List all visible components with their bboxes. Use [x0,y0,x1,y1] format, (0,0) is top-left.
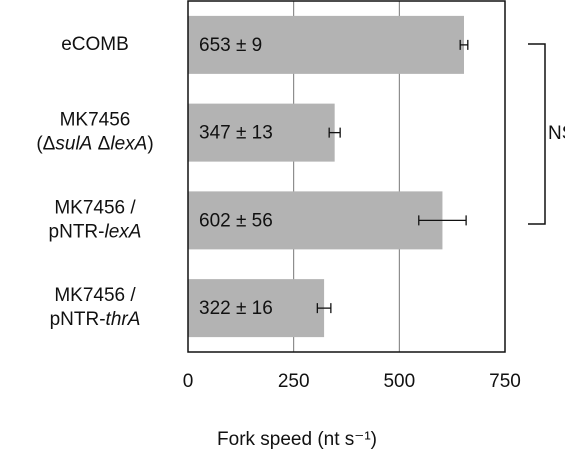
error-bar [316,303,332,314]
y-tick-label: MK7456 / pNTR-thrA [50,285,141,330]
category-label-part: MK7456 [60,110,131,131]
category-label-part: MK7456 / [54,285,136,306]
bar [188,279,325,338]
x-tick-label: 750 [489,371,521,392]
ns-bracket [528,43,546,225]
x-tick-label: 0 [183,371,194,392]
bar [188,103,335,162]
category-label-part: pNTR- [49,221,105,242]
category-label-part: lexA [110,134,147,155]
value-label: 347 ± 13 [199,123,273,144]
plot-frame [187,0,506,353]
error-bar [328,127,341,138]
y-tick-label: MK7456 / pNTR-lexA [49,197,142,242]
x-axis-label: Fork speed (nt s⁻¹) [217,429,377,450]
error-bar [418,215,467,226]
x-tick-label: 250 [278,371,310,392]
value-label: 322 ± 16 [199,298,273,319]
bar [188,191,443,250]
category-label-part: thrA [106,309,141,330]
category-label-part: ) [147,134,153,155]
value-label: 653 ± 9 [199,35,262,56]
value-label: 602 ± 56 [199,210,273,231]
bar [188,15,465,74]
category-label-part: MK7456 / [54,197,136,218]
category-label-part: sulA [55,134,92,155]
category-label-part: (Δ [36,134,55,155]
category-label-part: pNTR- [50,309,106,330]
y-tick-label: MK7456 (ΔsulA ΔlexA) [36,110,153,155]
category-label-part: eCOMB [61,34,129,55]
annotation: NS [548,123,565,144]
error-bar [459,39,469,50]
x-tick-label: 500 [383,371,415,392]
y-tick-label: eCOMB [61,34,129,55]
category-label-part: Δ [92,134,110,155]
category-label-part: lexA [104,221,141,242]
